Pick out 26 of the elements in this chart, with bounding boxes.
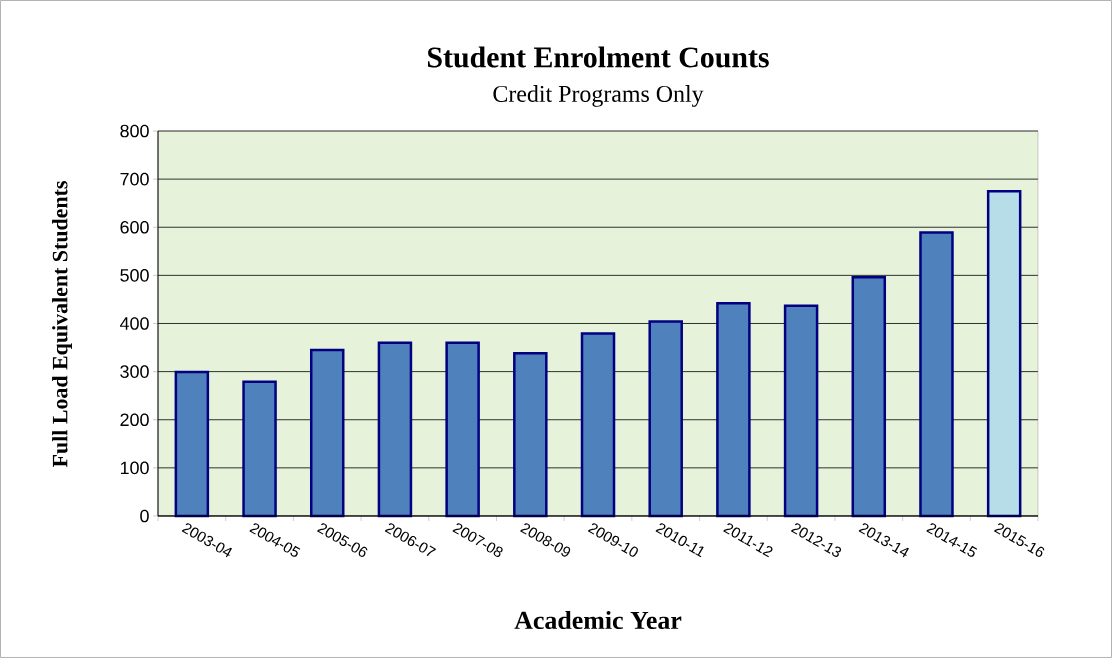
bar (377, 341, 413, 518)
y-tick-label: 800 (120, 124, 149, 138)
bar (580, 332, 616, 518)
y-tick-label: 200 (120, 413, 149, 427)
bar (648, 320, 683, 518)
y-tick-label: 100 (120, 461, 149, 475)
y-tick-label: 700 (120, 172, 149, 186)
bar (513, 352, 548, 518)
y-tick-label: 600 (120, 220, 149, 234)
y-tick-label: 500 (120, 269, 149, 282)
y-tick-label: 0 (140, 509, 149, 523)
bar (716, 302, 751, 518)
bar (783, 304, 819, 518)
bar (986, 189, 1022, 518)
chart-subtitle: Credit Programs Only (493, 85, 704, 107)
y-tick-label: 300 (120, 365, 149, 378)
y-axis-title: Full Load Equivalent Students (52, 181, 72, 468)
bar (309, 348, 345, 518)
bar (242, 380, 277, 518)
bar (851, 276, 887, 518)
bar (445, 341, 480, 518)
chart-title: Student Enrolment Counts (427, 46, 769, 68)
bar (174, 370, 210, 518)
bar (919, 231, 954, 518)
y-tick-label: 400 (119, 317, 149, 330)
x-axis-title: Academic Year (514, 610, 682, 630)
